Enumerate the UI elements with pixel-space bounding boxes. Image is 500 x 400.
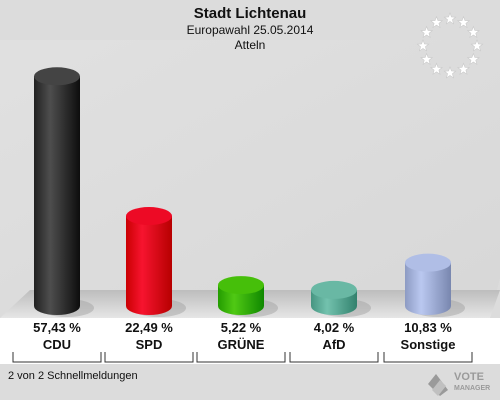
value-label: 10,83 %	[404, 320, 452, 335]
eu-star	[429, 15, 444, 29]
bar-top	[126, 207, 172, 226]
eu-stars-icon	[416, 12, 484, 79]
bar-body	[405, 262, 451, 315]
bar-top	[34, 67, 80, 86]
eu-star	[470, 39, 484, 52]
bar-body	[34, 76, 80, 315]
value-label: 57,43 %	[33, 320, 81, 335]
eu-star	[466, 25, 480, 39]
chart-header: Stadt Lichtenau Europawahl 25.05.2014 At…	[0, 5, 500, 53]
bar-top	[218, 276, 264, 295]
value-label: 22,49 %	[125, 320, 173, 335]
category-label: CDU	[43, 337, 71, 352]
category-bracket	[12, 352, 102, 363]
eu-star	[420, 25, 434, 39]
logo-text-vote: VOTE	[454, 371, 484, 383]
category-bracket	[104, 352, 194, 363]
eu-star	[420, 52, 434, 66]
eu-star	[456, 15, 471, 29]
eu-star	[456, 62, 471, 75]
bar-top	[311, 280, 357, 299]
status-footer: 2 von 2 Schnellmeldungen	[8, 370, 138, 382]
category-bracket	[289, 352, 379, 363]
value-label: 5,22 %	[221, 320, 262, 335]
category-label: Sonstige	[401, 337, 456, 352]
bar-grüne	[218, 276, 278, 317]
bar-body	[126, 216, 172, 315]
bar-top	[405, 253, 451, 272]
category-label: SPD	[136, 337, 163, 352]
label-panel	[0, 318, 500, 364]
chart-title: Stadt Lichtenau	[193, 5, 307, 22]
eu-star	[429, 62, 444, 75]
category-label: AfD	[322, 337, 345, 352]
eu-star	[443, 66, 457, 79]
chart-location: Atteln	[234, 38, 266, 52]
chart-subtitle: Europawahl 25.05.2014	[186, 23, 314, 37]
bar-sonstige	[405, 253, 465, 317]
bar-spd	[126, 207, 186, 317]
bar-afd	[311, 280, 371, 317]
bar-cdu	[34, 67, 94, 317]
vote-manager-logo: VOTE MANAGER	[428, 371, 490, 396]
category-bracket	[196, 352, 286, 363]
eu-star	[443, 12, 457, 25]
category-label: GRÜNE	[218, 337, 265, 352]
eu-star	[416, 39, 430, 52]
value-label: 4,02 %	[314, 320, 355, 335]
eu-star	[466, 52, 480, 66]
logo-text-manager: MANAGER	[454, 385, 490, 392]
category-bracket	[383, 352, 473, 363]
